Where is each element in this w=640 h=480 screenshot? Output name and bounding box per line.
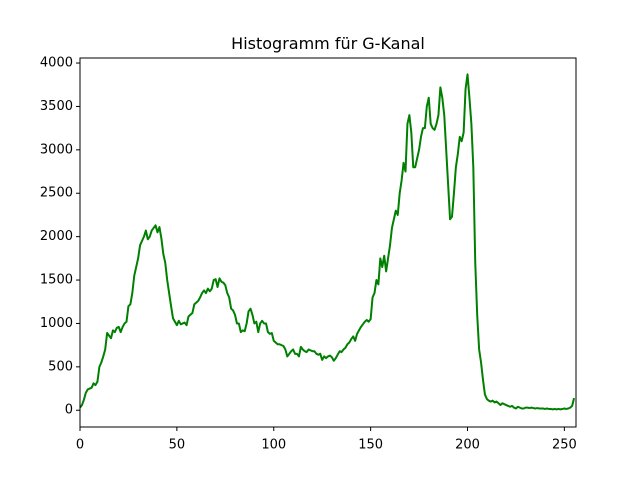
x-tick-label: 50 <box>169 438 186 453</box>
y-tick-label: 1000 <box>40 316 73 331</box>
x-tick-label: 100 <box>261 438 286 453</box>
x-tick-label: 0 <box>76 438 84 453</box>
y-tick-label: 0 <box>65 403 73 418</box>
y-tick-label: 3500 <box>40 99 73 114</box>
y-tick-label: 1500 <box>40 273 73 288</box>
y-tick-label: 500 <box>48 359 73 374</box>
axes-frame <box>79 57 577 428</box>
y-tick-label: 2000 <box>40 229 73 244</box>
y-tick-label: 4000 <box>40 56 73 71</box>
x-tick-label: 150 <box>358 438 383 453</box>
data-line <box>79 73 576 411</box>
y-tick-label: 3000 <box>40 142 73 157</box>
x-tick-label: 200 <box>455 438 480 453</box>
chart-title: Histogramm für G-Kanal <box>231 34 425 53</box>
x-tick-label: 250 <box>552 438 577 453</box>
y-tick-label: 2500 <box>40 186 73 201</box>
